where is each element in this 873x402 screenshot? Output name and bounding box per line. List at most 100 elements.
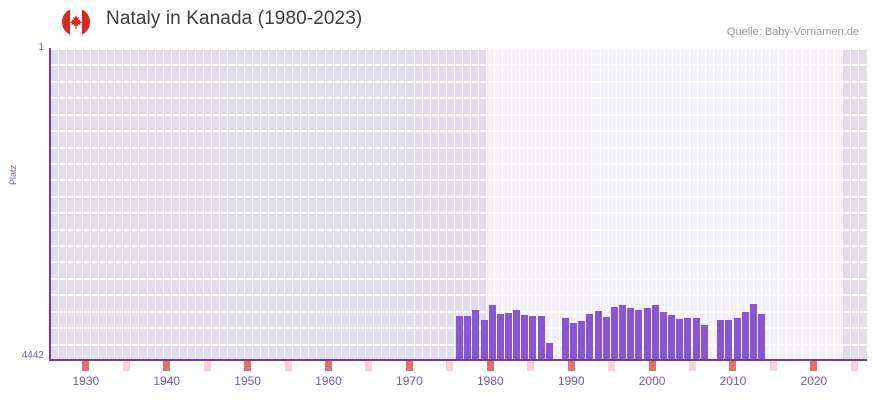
bar[interactable]: [725, 320, 732, 360]
grid-line-vertical: [187, 48, 188, 360]
grid-line-vertical: [106, 48, 107, 360]
bar[interactable]: [464, 316, 471, 360]
grid-line-vertical: [648, 48, 649, 360]
bar[interactable]: [546, 343, 553, 360]
grid-line-horizontal: [50, 311, 867, 313]
grid-line-horizontal: [50, 97, 867, 99]
bar[interactable]: [611, 307, 618, 360]
grid-line-vertical: [737, 48, 738, 360]
grid-line-vertical: [753, 48, 754, 360]
x-tick-minor: [365, 361, 373, 371]
grid-line-vertical: [381, 48, 382, 360]
bar[interactable]: [489, 305, 496, 360]
grid-line-vertical: [600, 48, 601, 360]
grid-line-horizontal: [50, 212, 867, 214]
bar[interactable]: [701, 325, 708, 360]
grid-line-vertical: [66, 48, 67, 360]
bar[interactable]: [693, 318, 700, 360]
x-axis-tick-label: 1980: [476, 374, 504, 388]
x-tick-minor: [446, 361, 454, 371]
grid-line-vertical: [478, 48, 479, 360]
bar[interactable]: [481, 320, 488, 360]
bar[interactable]: [644, 308, 651, 360]
grid-line-horizontal: [50, 81, 867, 83]
grid-line-vertical: [543, 48, 544, 360]
x-tick-major: [82, 361, 90, 371]
bar[interactable]: [652, 305, 659, 360]
bar[interactable]: [562, 318, 569, 360]
grid-line-vertical: [114, 48, 115, 360]
bar[interactable]: [472, 310, 479, 360]
bar[interactable]: [742, 312, 749, 360]
grid-line-vertical: [325, 48, 326, 360]
bar[interactable]: [717, 320, 724, 360]
bar[interactable]: [497, 314, 504, 360]
flag-band-right: [82, 8, 90, 36]
bar[interactable]: [668, 315, 675, 360]
bar[interactable]: [586, 314, 593, 360]
grid-line-vertical: [551, 48, 552, 360]
grid-line-vertical: [842, 48, 843, 360]
x-axis-tick-label: 1970: [396, 374, 423, 388]
grid-line-vertical: [640, 48, 641, 360]
x-axis-line: [49, 359, 867, 361]
bar[interactable]: [570, 323, 577, 360]
grid-line-vertical: [591, 48, 592, 360]
bar[interactable]: [603, 317, 610, 360]
x-axis-tick-label: 1990: [557, 374, 585, 388]
grid-line-vertical: [616, 48, 617, 360]
grid-line-vertical: [373, 48, 374, 360]
grid-line-vertical: [405, 48, 406, 360]
grid-line-vertical: [502, 48, 503, 360]
flag-band-left: [62, 8, 70, 36]
bar[interactable]: [595, 311, 602, 360]
bar[interactable]: [538, 316, 545, 360]
bar[interactable]: [676, 319, 683, 360]
x-axis-tick-label: 1960: [315, 374, 342, 388]
bar[interactable]: [734, 318, 741, 360]
bar[interactable]: [758, 314, 765, 360]
grid-line-vertical: [713, 48, 714, 360]
page-title: Nataly in Kanada (1980-2023): [106, 8, 363, 29]
y-axis-label: Platz: [8, 164, 18, 185]
bar[interactable]: [750, 304, 757, 360]
x-tick-minor: [850, 361, 858, 371]
grid-line-vertical: [414, 48, 415, 360]
grid-line-vertical: [260, 48, 261, 360]
grid-line-vertical: [244, 48, 245, 360]
grid-line-vertical: [236, 48, 237, 360]
bar[interactable]: [619, 305, 626, 360]
bar[interactable]: [660, 312, 667, 360]
maple-leaf-icon: [70, 15, 82, 29]
grid-line-vertical: [397, 48, 398, 360]
x-tick-major: [567, 361, 575, 371]
grid-line-vertical: [818, 48, 819, 360]
grid-line-vertical: [252, 48, 253, 360]
bar[interactable]: [513, 310, 520, 360]
grid-line-vertical: [834, 48, 835, 360]
grid-line-vertical: [349, 48, 350, 360]
bar[interactable]: [521, 315, 528, 360]
grid-line-vertical: [74, 48, 75, 360]
bar[interactable]: [684, 318, 691, 360]
bar[interactable]: [529, 316, 536, 360]
x-tick-major: [405, 361, 413, 371]
bar[interactable]: [627, 308, 634, 360]
plot-canvas: [50, 48, 867, 360]
grid-line-vertical: [608, 48, 609, 360]
bar[interactable]: [635, 310, 642, 360]
grid-line-vertical: [624, 48, 625, 360]
bar[interactable]: [505, 313, 512, 360]
x-tick-major: [325, 361, 333, 371]
bar[interactable]: [456, 316, 463, 360]
grid-line-vertical: [705, 48, 706, 360]
grid-line-vertical: [632, 48, 633, 360]
x-tick-minor: [608, 361, 616, 371]
x-tick-minor: [689, 361, 697, 371]
x-tick-minor: [527, 361, 535, 371]
grid-line-vertical: [82, 48, 83, 360]
bar[interactable]: [578, 321, 585, 360]
grid-line-vertical: [494, 48, 495, 360]
